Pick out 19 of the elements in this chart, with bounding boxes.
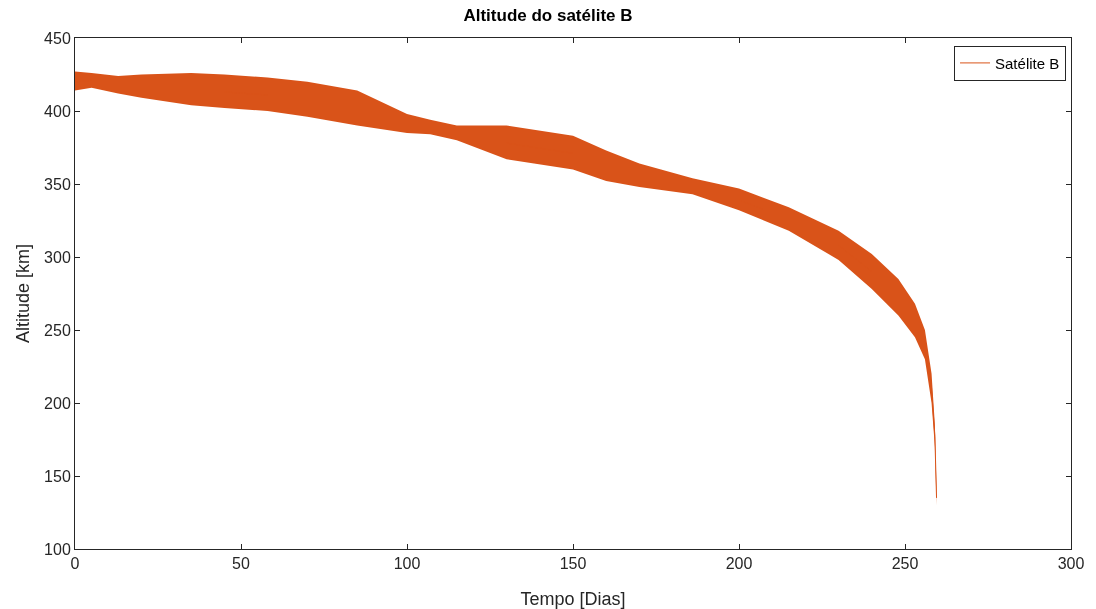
x-tick-label: 300	[1057, 555, 1085, 573]
y-tick-label: 400	[44, 102, 71, 120]
x-tick-label: 0	[70, 555, 80, 573]
legend-label: Satélite B	[995, 54, 1060, 72]
x-axis-title: Tempo [Dias]	[520, 589, 626, 609]
y-tick-label: 150	[44, 467, 71, 485]
y-tick-label: 250	[44, 321, 71, 339]
chart-title: Altitude do satélite B	[463, 6, 633, 26]
x-tick-label: 50	[232, 555, 250, 573]
x-tick-label: 200	[725, 555, 753, 573]
y-tick-label: 100	[44, 540, 71, 558]
y-axis-title: Altitude [km]	[13, 243, 33, 344]
y-tick-label: 300	[44, 248, 71, 266]
x-tick-label: 250	[891, 555, 919, 573]
y-tick-label: 350	[44, 175, 71, 193]
x-tick-label: 150	[559, 555, 587, 573]
y-tick-label: 450	[44, 29, 71, 47]
x-tick-label: 100	[393, 555, 421, 573]
y-tick-label: 200	[44, 394, 71, 412]
